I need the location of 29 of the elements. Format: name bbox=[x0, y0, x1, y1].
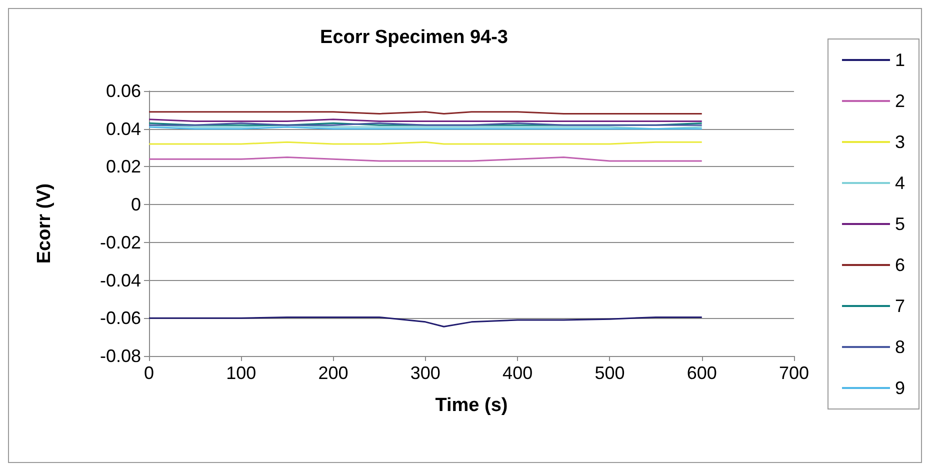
x-tick-label: 400 bbox=[502, 363, 533, 383]
x-tick-label: 300 bbox=[410, 363, 440, 383]
y-tick-label: 0.04 bbox=[106, 118, 141, 139]
x-tick-label: 100 bbox=[226, 363, 256, 383]
y-axis-title: Ecorr (V) bbox=[34, 183, 55, 264]
legend-label: 7 bbox=[894, 296, 906, 316]
x-axis-title: Time (s) bbox=[435, 395, 508, 416]
x-tick-label: 200 bbox=[318, 363, 348, 383]
legend-label: 8 bbox=[894, 337, 906, 357]
x-tick-label: 0 bbox=[144, 363, 154, 383]
legend-label: 2 bbox=[894, 91, 906, 111]
legend-label: 4 bbox=[894, 173, 906, 193]
legend-label: 9 bbox=[894, 378, 906, 398]
y-tick-label: 0.02 bbox=[106, 156, 141, 177]
x-tick-label: 500 bbox=[594, 363, 625, 383]
y-tick-label: -0.06 bbox=[100, 308, 141, 328]
y-tick-label: -0.08 bbox=[100, 346, 141, 366]
legend-label: 1 bbox=[894, 50, 906, 70]
y-tick-label: -0.02 bbox=[100, 232, 141, 252]
y-tick-label: 0 bbox=[130, 194, 141, 215]
legend-label: 3 bbox=[894, 132, 906, 152]
legend-label: 6 bbox=[894, 255, 906, 275]
y-tick-label: 0.06 bbox=[106, 81, 141, 101]
chart-title: Ecorr Specimen 94-3 bbox=[320, 27, 508, 48]
y-tick-label: -0.04 bbox=[100, 270, 141, 290]
x-tick-label: 600 bbox=[686, 363, 717, 383]
x-tick-label: 700 bbox=[778, 363, 810, 383]
line-series bbox=[148, 316, 703, 328]
legend-label: 5 bbox=[894, 214, 906, 234]
